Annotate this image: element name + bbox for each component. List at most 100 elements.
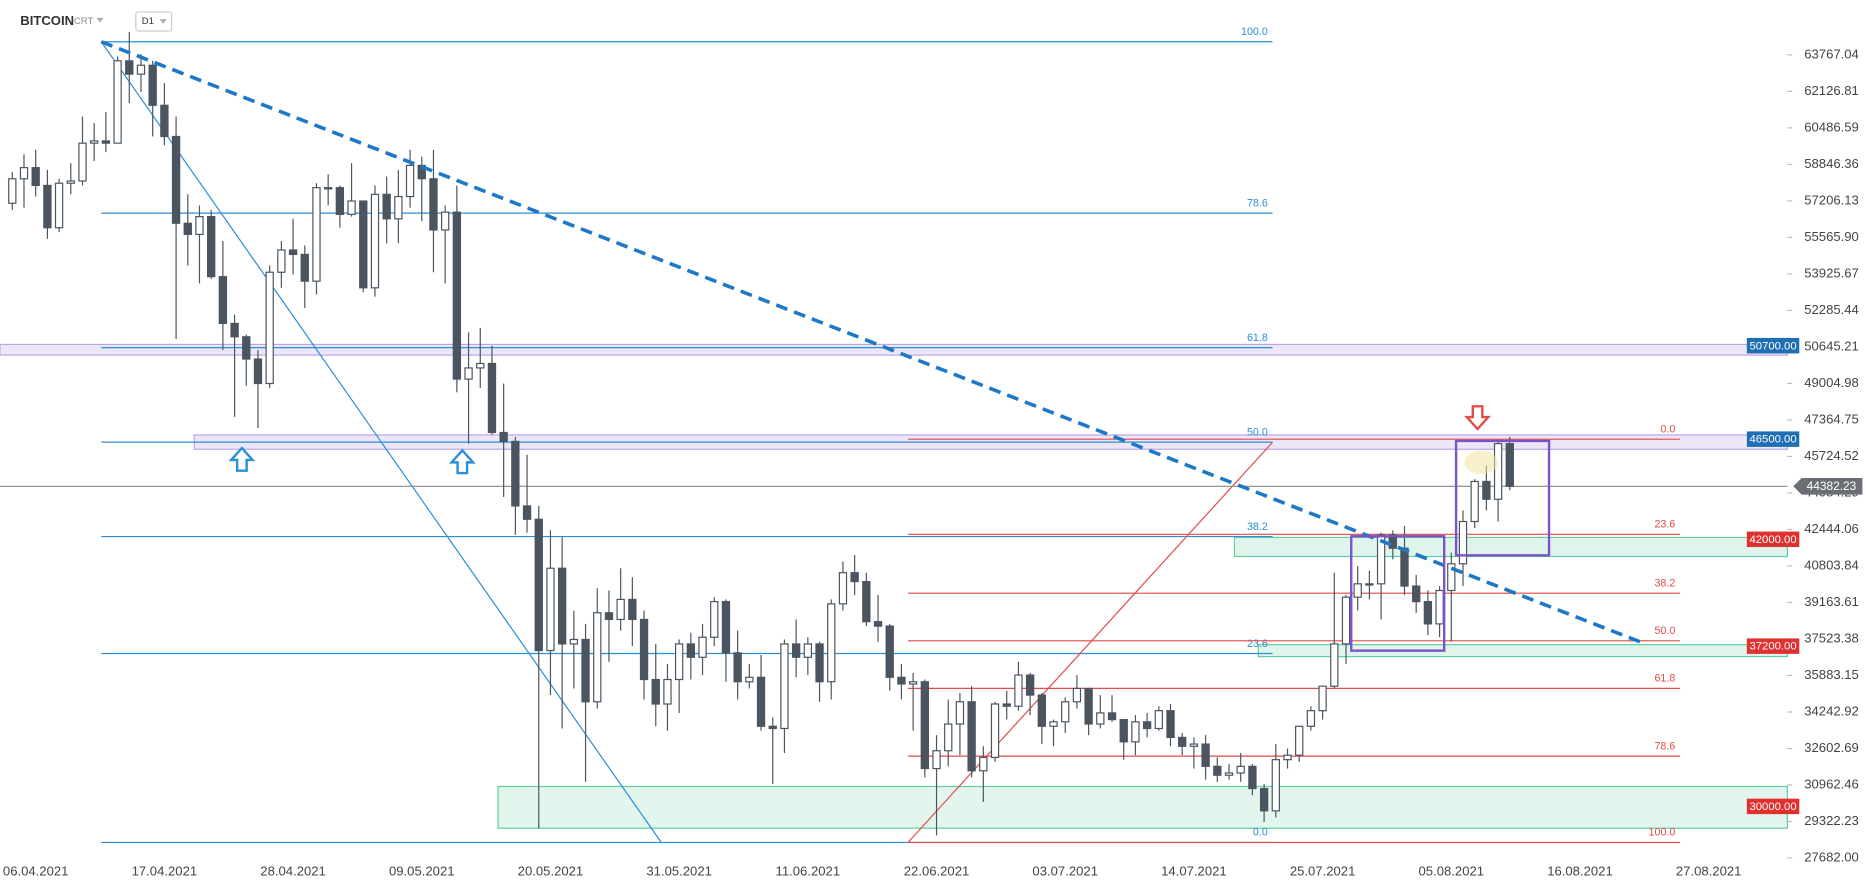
candle-body — [979, 756, 988, 772]
candle-body — [990, 703, 1000, 759]
fib-label: 78.6 — [1247, 197, 1268, 209]
candle-body — [1259, 787, 1269, 812]
fib-label: 100.0 — [1649, 827, 1676, 839]
zone — [1233, 536, 1788, 558]
fib-label: 61.8 — [1247, 332, 1268, 344]
candle-body — [1306, 710, 1316, 727]
candle-body — [932, 750, 941, 770]
y-tick-label: 35883.15 — [1804, 667, 1859, 682]
trend-line — [100, 40, 1646, 646]
candle-body — [1423, 601, 1433, 625]
candle-body — [616, 598, 625, 621]
x-tick-label: 22.06.2021 — [904, 864, 970, 879]
current-price-label: 44382.23 — [1807, 479, 1857, 493]
candle-body — [920, 681, 930, 770]
candle-body — [499, 431, 508, 442]
candle-body — [944, 723, 953, 752]
level-tag — [1746, 337, 1800, 354]
fib-label: 23.6 — [1654, 519, 1675, 531]
candle-body — [1470, 480, 1479, 523]
candle-body — [698, 636, 707, 658]
candle-body — [394, 195, 403, 220]
candle-body — [160, 104, 169, 138]
candle-body — [171, 135, 181, 224]
fib-label: 38.2 — [1654, 578, 1675, 590]
dropdown-icon[interactable] — [96, 17, 104, 23]
level-label: 50700.00 — [1749, 340, 1796, 352]
candle-body — [815, 643, 824, 683]
candle-body — [1330, 643, 1339, 687]
candle-body — [885, 625, 894, 678]
candle-body — [136, 64, 146, 75]
fib-label: 61.8 — [1654, 673, 1675, 685]
candle-body — [955, 701, 965, 725]
candle-body — [803, 643, 813, 658]
candle-body — [1049, 721, 1058, 727]
dropdown-icon[interactable] — [159, 19, 167, 24]
candle-body — [756, 676, 766, 727]
y-tick-label: 52285.44 — [1804, 302, 1859, 317]
candle-body — [1236, 765, 1245, 774]
candle-body — [324, 187, 333, 190]
candle-body — [31, 167, 40, 187]
candle-body — [1271, 759, 1280, 812]
level-tag — [1746, 531, 1800, 548]
header: BITCOIN CRT D1 — [20, 11, 173, 32]
y-tick-label: 55565.90 — [1804, 229, 1859, 244]
feed[interactable]: CRT — [74, 16, 94, 27]
candle-body — [370, 193, 380, 289]
candle-body — [908, 681, 918, 685]
candle-body — [43, 184, 52, 229]
candle-body — [838, 572, 848, 605]
candle-body — [1025, 674, 1035, 696]
candle-body — [1119, 718, 1128, 743]
candle-body — [1435, 589, 1444, 625]
y-tick-label: 57206.13 — [1804, 192, 1859, 207]
x-tick-label: 14.07.2021 — [1161, 864, 1227, 879]
candle-body — [534, 518, 543, 652]
fib-label: 100.0 — [1241, 26, 1268, 38]
candle-body — [1341, 596, 1351, 645]
candle-body — [1002, 703, 1011, 707]
candle-body — [1447, 563, 1456, 592]
candle-body — [218, 276, 228, 325]
candle-body — [1014, 674, 1023, 707]
fib-label: 50.0 — [1654, 625, 1675, 637]
candle-body — [1248, 765, 1257, 790]
fib-label: 50.0 — [1247, 426, 1268, 438]
candle-body — [780, 643, 789, 730]
candle-body — [1505, 443, 1514, 487]
candle-body — [1482, 480, 1491, 500]
candle-body — [1166, 710, 1175, 738]
candle-body — [66, 180, 75, 184]
y-tick-label: 63767.04 — [1804, 46, 1859, 61]
candle-body — [639, 618, 649, 681]
interval-box[interactable] — [135, 11, 173, 32]
x-tick-label: 25.07.2021 — [1290, 864, 1356, 879]
candle-body — [604, 612, 614, 621]
y-tick-label: 58846.36 — [1804, 156, 1859, 171]
y-tick-label: 53925.67 — [1804, 265, 1859, 280]
y-tick-label: 62126.81 — [1804, 83, 1859, 98]
candle-body — [897, 676, 906, 685]
candle-body — [1493, 443, 1503, 500]
candle-body — [651, 678, 660, 705]
candle-body — [288, 249, 298, 256]
interval[interactable]: D1 — [142, 16, 154, 27]
y-tick-label: 47364.75 — [1804, 411, 1859, 426]
up-arrow — [228, 446, 256, 472]
y-tick-label: 40803.84 — [1804, 557, 1859, 572]
candle-body — [674, 643, 684, 681]
candle-body — [8, 178, 17, 204]
candle-body — [90, 140, 99, 144]
candle-body — [733, 652, 742, 683]
symbol: BITCOIN — [20, 13, 74, 28]
fib-label: 38.2 — [1247, 521, 1268, 533]
candle-body — [1142, 721, 1152, 730]
candle-body — [382, 193, 391, 220]
trend-line — [907, 441, 1274, 843]
candle-body — [768, 725, 777, 730]
candle-body — [522, 505, 532, 520]
